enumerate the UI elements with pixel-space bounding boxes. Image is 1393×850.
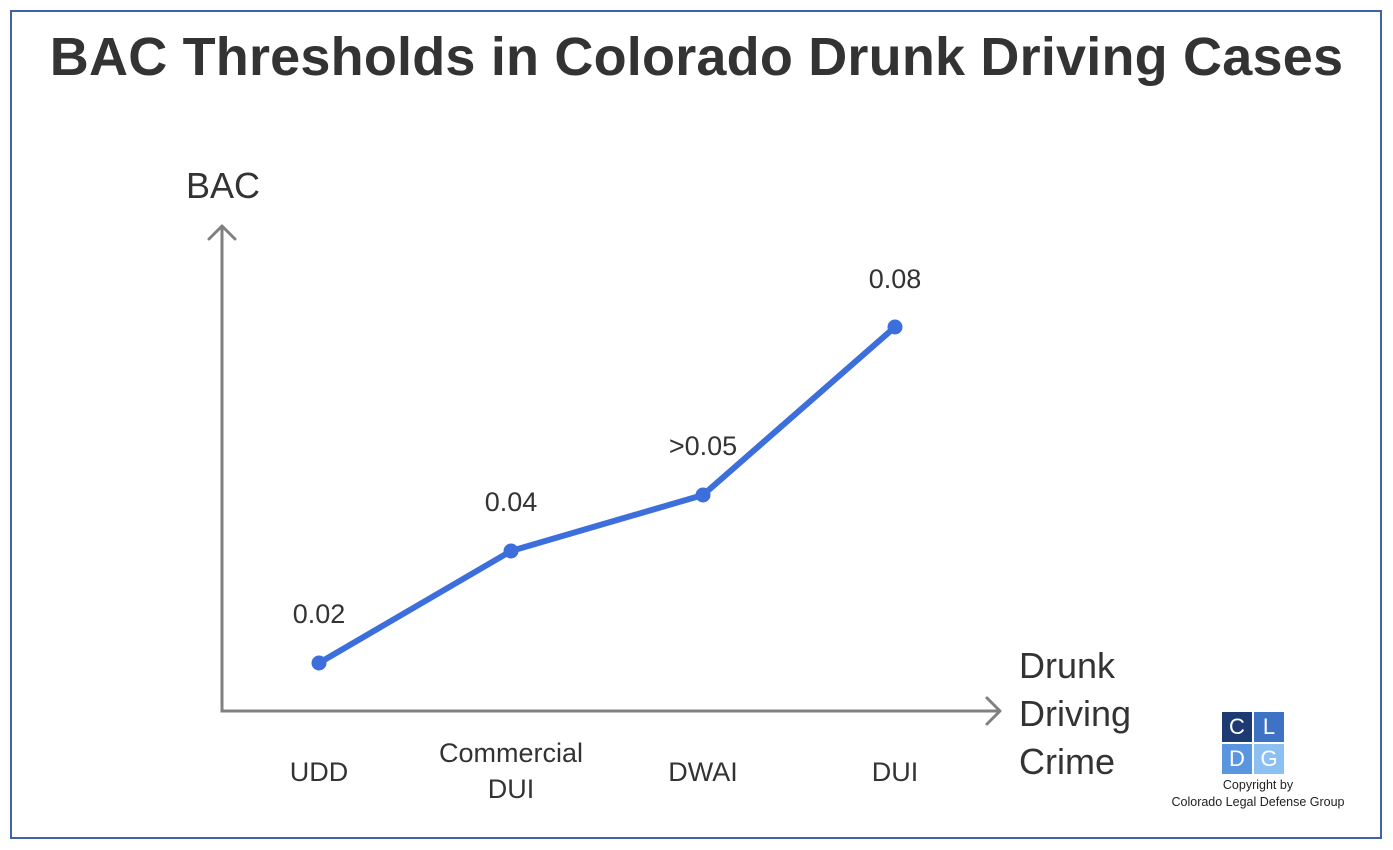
chart-frame	[10, 10, 1382, 839]
x-axis-label-line: Drunk	[1019, 645, 1116, 686]
x-tick-label: DUI	[488, 774, 535, 804]
x-tick-label: Commercial	[439, 738, 583, 768]
y-axis-arrow-icon	[207, 224, 237, 241]
logo-letter-c: C	[1222, 712, 1252, 742]
series-line	[316, 324, 898, 666]
data-point	[503, 543, 519, 559]
y-axis-label: BAC	[186, 165, 260, 206]
cldg-logo: C L D G Copyright by Colorado Legal Defe…	[1158, 712, 1358, 822]
copyright-line-2: Colorado Legal Defense Group	[1171, 795, 1345, 809]
logo-letter-d: D	[1222, 744, 1252, 774]
logo-letter-l: L	[1254, 712, 1284, 742]
chart-title: BAC Thresholds in Colorado Drunk Driving…	[49, 27, 1344, 87]
data-point	[311, 655, 327, 671]
data-point	[695, 487, 711, 503]
x-tick-label: DWAI	[668, 757, 738, 787]
x-axis-label-line: Driving	[1019, 693, 1131, 734]
data-label: 0.08	[869, 264, 922, 294]
x-axis-arrow-icon	[985, 696, 1002, 726]
x-axis-label-line: Crime	[1019, 741, 1115, 782]
logo-letter-g: G	[1254, 744, 1284, 774]
data-point	[887, 319, 903, 335]
data-label: 0.02	[293, 599, 346, 629]
data-label: >0.05	[669, 431, 737, 461]
logo-mark: C L D G	[1222, 712, 1284, 774]
x-tick-label: DUI	[872, 757, 919, 787]
x-tick-label: UDD	[290, 757, 349, 787]
data-label: 0.04	[485, 487, 538, 517]
copyright-line-1: Copyright by	[1222, 778, 1294, 792]
